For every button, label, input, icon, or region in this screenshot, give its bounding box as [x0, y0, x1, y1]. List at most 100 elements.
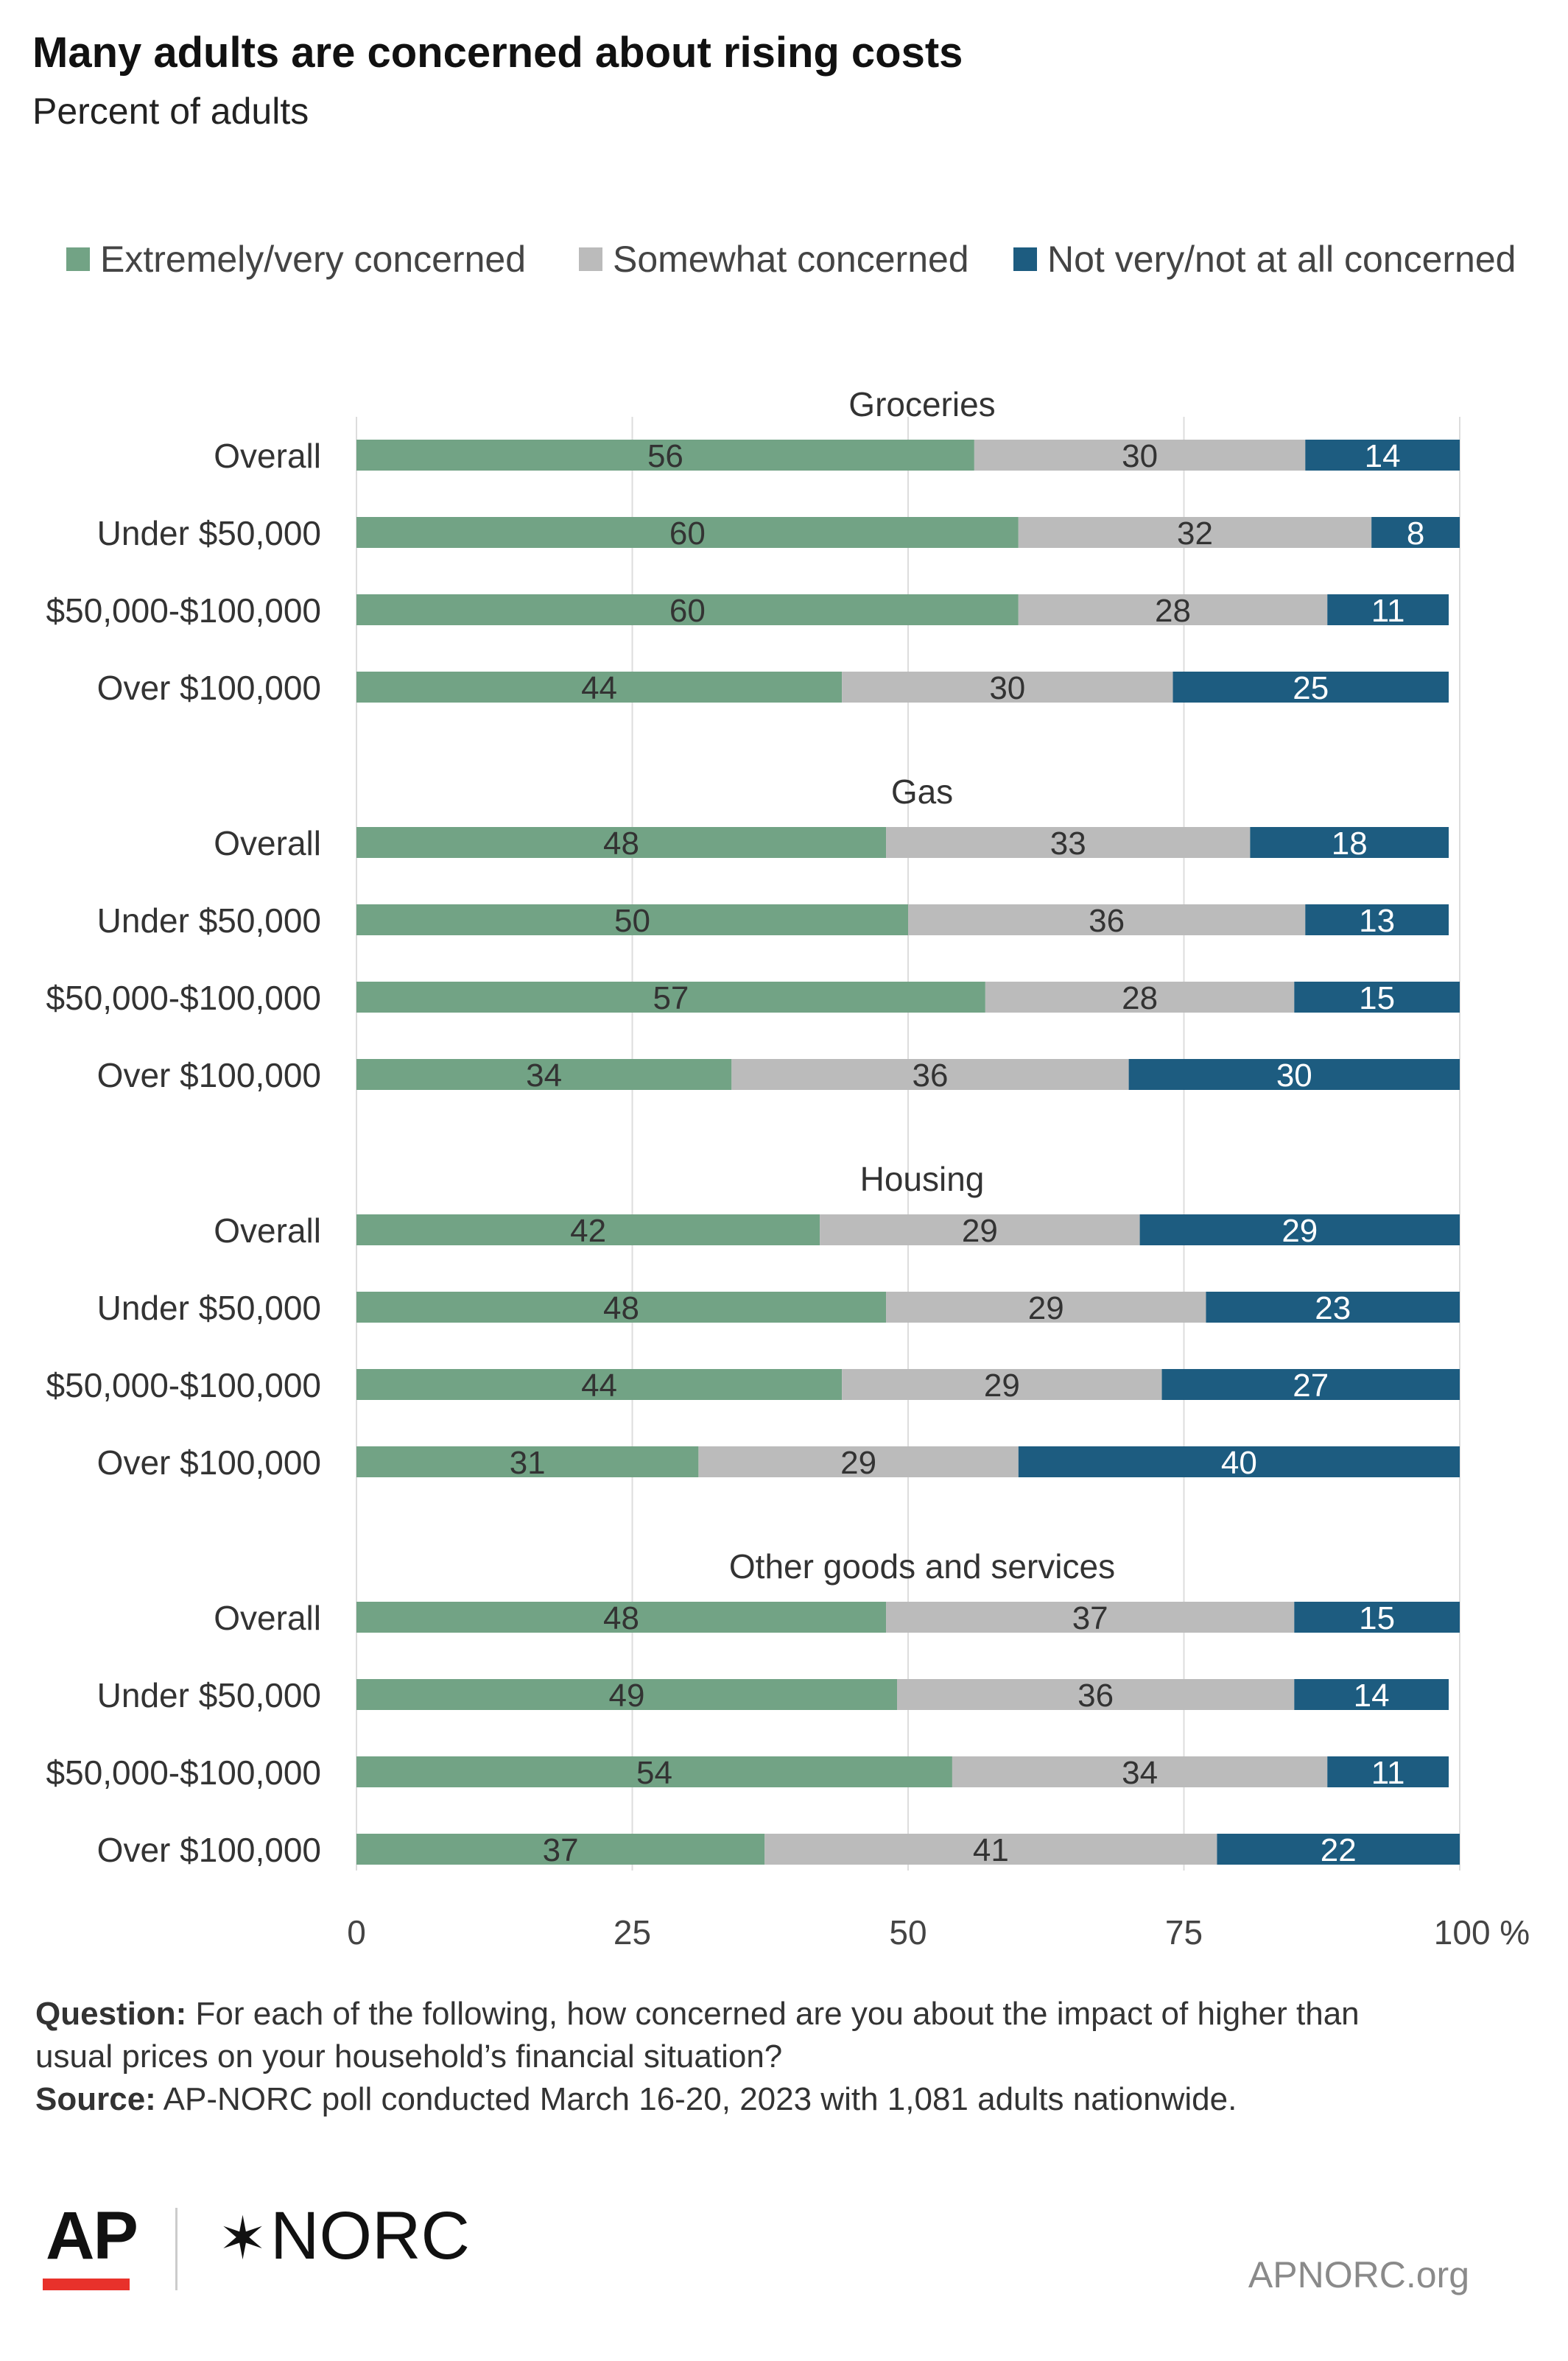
- stacked-bar-chart: Extremely/very concerned Somewhat concern…: [46, 239, 1530, 1952]
- row-label: $50,000-$100,000: [46, 979, 321, 1017]
- x-tick-label: 50: [889, 1913, 927, 1952]
- row-label: Overall: [214, 1211, 321, 1250]
- group-title: Other goods and services: [729, 1547, 1115, 1586]
- bar-segment: [1305, 904, 1449, 935]
- x-tick-label: 100 %: [1434, 1913, 1530, 1952]
- bar-segment: [356, 1059, 732, 1090]
- question-text-2: usual prices on your household’s financi…: [35, 2038, 783, 2075]
- data-label: 49: [609, 1678, 645, 1714]
- row-label: Under $50,000: [97, 1289, 321, 1327]
- bar-segment: [820, 1214, 1140, 1245]
- bar-segment: [1371, 517, 1460, 548]
- bar-segment: [1018, 517, 1372, 548]
- bar-segment: [1128, 1059, 1460, 1090]
- data-label: 37: [543, 1832, 579, 1868]
- data-label: 42: [570, 1213, 606, 1249]
- bar-segment: [1173, 672, 1449, 703]
- bar-segment: [1161, 1369, 1460, 1400]
- row-label: $50,000-$100,000: [46, 1753, 321, 1792]
- source-text: AP-NORC poll conducted March 16-20, 2023…: [155, 2081, 1237, 2117]
- norc-logo-text: NORC: [270, 2198, 470, 2273]
- data-label: 11: [1371, 593, 1405, 629]
- bar-segment: [985, 982, 1295, 1013]
- bar-segment: [356, 594, 1019, 625]
- row-label: Over $100,000: [97, 669, 321, 707]
- data-label: 25: [1293, 670, 1329, 706]
- row-label: Under $50,000: [97, 514, 321, 552]
- data-label: 48: [603, 826, 639, 862]
- data-label: 33: [1050, 826, 1086, 862]
- bar-segment: [356, 1756, 952, 1787]
- bar-segment: [356, 1446, 699, 1477]
- data-label: 37: [1072, 1600, 1108, 1636]
- legend-swatch-3: [1013, 247, 1037, 271]
- bar-segment: [1217, 1834, 1460, 1865]
- data-label: 50: [614, 903, 650, 939]
- data-label: 13: [1359, 903, 1395, 939]
- data-label: 34: [1122, 1755, 1158, 1791]
- bar-segment: [356, 827, 887, 858]
- bar-segment: [356, 1214, 820, 1245]
- data-label: 32: [1177, 516, 1213, 552]
- legend-label-2: Somewhat concerned: [613, 239, 969, 280]
- x-tick-label: 75: [1165, 1913, 1203, 1952]
- data-label: 44: [581, 1368, 617, 1404]
- norc-logo: ✶NORC: [218, 2198, 470, 2275]
- data-label: 36: [1077, 1678, 1114, 1714]
- data-label: 30: [1122, 438, 1158, 474]
- row-label: Under $50,000: [97, 1676, 321, 1714]
- row-label: Overall: [214, 1599, 321, 1637]
- source-label: Source:: [35, 2081, 156, 2117]
- bar-segment: [886, 827, 1251, 858]
- ap-logo: AP: [46, 2198, 138, 2273]
- chart-subtitle: Percent of adults: [32, 91, 309, 132]
- data-label: 60: [669, 516, 706, 552]
- data-label: 44: [581, 670, 617, 706]
- bar-segment: [1206, 1292, 1460, 1323]
- logo-divider: [175, 2208, 177, 2290]
- legend-swatch-2: [579, 247, 602, 271]
- bar-segment: [1018, 1446, 1460, 1477]
- bar-segment: [1250, 827, 1449, 858]
- data-label: 15: [1359, 980, 1395, 1016]
- data-label: 34: [526, 1058, 562, 1094]
- bar-segment: [356, 1602, 887, 1633]
- data-label: 29: [984, 1368, 1020, 1404]
- row-label: Over $100,000: [97, 1443, 321, 1482]
- bar-segment: [1294, 1679, 1449, 1710]
- data-label: 14: [1354, 1678, 1390, 1714]
- question-line-1: Question: For each of the following, how…: [35, 1993, 1538, 2035]
- data-label: 23: [1315, 1290, 1351, 1326]
- bar-segment: [1327, 1756, 1449, 1787]
- data-label: 28: [1122, 980, 1158, 1016]
- bar-segment: [698, 1446, 1019, 1477]
- bar-segment: [908, 904, 1306, 935]
- row-label: Overall: [214, 437, 321, 475]
- ap-logo-bar: [43, 2279, 130, 2290]
- data-label: 36: [1089, 903, 1125, 939]
- bar-segment: [1327, 594, 1449, 625]
- row-label: $50,000-$100,000: [46, 591, 321, 630]
- row-label: Over $100,000: [97, 1831, 321, 1869]
- bar-segment: [1139, 1214, 1460, 1245]
- bar-segment: [356, 517, 1019, 548]
- bar-segment: [1294, 982, 1460, 1013]
- bar-segment: [731, 1059, 1129, 1090]
- source-line: Source: AP-NORC poll conducted March 16-…: [35, 2078, 1538, 2121]
- data-label: 27: [1293, 1368, 1329, 1404]
- data-label: 48: [603, 1290, 639, 1326]
- data-label: 18: [1332, 826, 1368, 862]
- data-label: 22: [1321, 1832, 1357, 1868]
- bar-segment: [356, 1679, 898, 1710]
- bar-segment: [897, 1679, 1295, 1710]
- row-label: Overall: [214, 824, 321, 862]
- bar-segment: [356, 1369, 843, 1400]
- data-label: 40: [1221, 1445, 1257, 1481]
- bar-segment: [886, 1292, 1206, 1323]
- data-label: 29: [962, 1213, 998, 1249]
- row-label: Over $100,000: [97, 1056, 321, 1094]
- bar-segment: [842, 1369, 1162, 1400]
- data-label: 36: [912, 1058, 948, 1094]
- bar-segment: [356, 440, 974, 471]
- data-label: 29: [840, 1445, 876, 1481]
